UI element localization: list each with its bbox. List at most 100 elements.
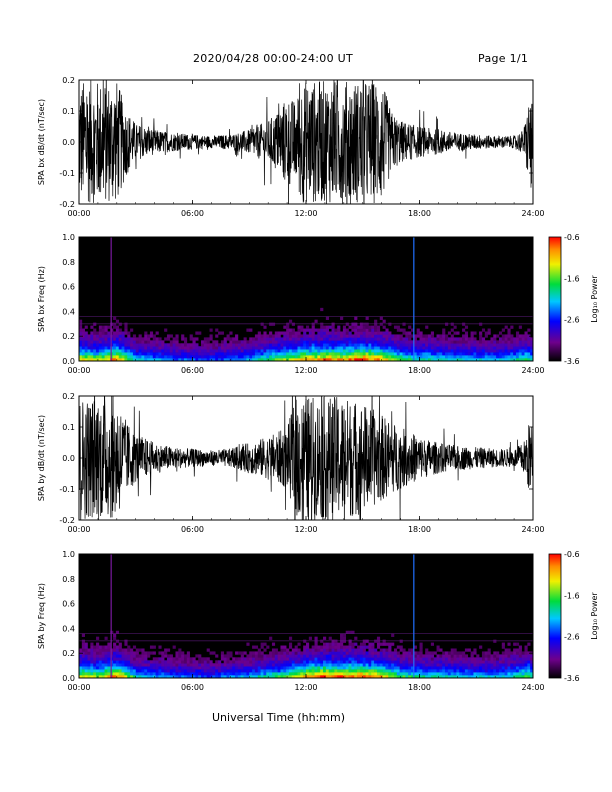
heatmap-cell: [277, 343, 281, 347]
heatmap-cell: [118, 340, 122, 344]
heatmap-cell: [175, 651, 179, 655]
heatmap-cell: [385, 675, 389, 679]
heatmap-cell: [101, 325, 105, 329]
heatmap-cell: [246, 328, 250, 332]
heatmap-cell: [249, 672, 253, 676]
heatmap-cell: [235, 675, 239, 679]
heatmap-cell: [144, 349, 148, 353]
heatmap-cell: [453, 337, 457, 341]
heatmap-cell: [410, 654, 415, 658]
heatmap-cell: [124, 654, 128, 658]
heatmap-cell: [453, 349, 457, 353]
heatmap-cell: [402, 346, 406, 350]
heatmap-cell: [396, 337, 400, 341]
heatmap-cell: [308, 349, 312, 353]
heatmap-cell: [127, 666, 131, 670]
heatmap-cell: [428, 672, 432, 676]
heatmap-cell: [348, 325, 352, 329]
heatmap-cell: [462, 355, 466, 359]
heatmap-cell: [510, 663, 514, 667]
heatmap-cell: [342, 666, 347, 670]
heatmap-cell: [101, 352, 105, 356]
heatmap-cell: [90, 349, 94, 353]
heatmap-cell: [388, 657, 392, 661]
heatmap-cell: [493, 340, 497, 344]
heatmap-cell: [419, 349, 423, 353]
heatmap-cell: [365, 654, 369, 658]
heatmap-cell: [518, 349, 522, 353]
heatmap-cell: [181, 352, 185, 356]
heatmap-cell: [240, 358, 244, 362]
heatmap-cell: [138, 669, 142, 673]
heatmap-cell: [487, 666, 491, 670]
heatmap-cell: [235, 672, 239, 676]
heatmap-cell: [493, 654, 497, 658]
heatmap-cell: [186, 660, 190, 664]
heatmap-cell: [274, 337, 278, 341]
heatmap-cell: [328, 325, 332, 329]
heatmap-cell: [393, 337, 398, 341]
heatmap-cell: [118, 322, 122, 326]
heatmap-cell: [368, 328, 372, 332]
heatmap-cell: [96, 663, 100, 667]
heatmap-cell: [515, 648, 520, 652]
heatmap-cell: [365, 358, 369, 362]
heatmap-cell: [209, 352, 213, 356]
heatmap-cell: [96, 337, 100, 341]
heatmap-cell: [388, 672, 392, 676]
heatmap-cell: [271, 346, 276, 350]
heatmap-cell: [209, 672, 213, 676]
heatmap-cell: [530, 666, 534, 670]
heatmap-cell: [385, 343, 389, 347]
heatmap-cell: [90, 355, 94, 359]
heatmap-cell: [436, 358, 440, 362]
heatmap-cell: [362, 334, 366, 338]
heatmap-cell: [450, 669, 454, 673]
heatmap-cell: [115, 349, 120, 353]
heatmap-cell: [388, 358, 392, 362]
heatmap-cell: [266, 346, 270, 350]
heatmap-cell: [376, 331, 381, 335]
heatmap-cell: [257, 358, 261, 362]
heatmap-cell: [359, 334, 364, 338]
heatmap-cell: [183, 343, 188, 347]
heatmap-cell: [405, 672, 409, 676]
heatmap-cell: [152, 358, 156, 362]
heatmap-cell: [220, 355, 225, 359]
heatmap-cell: [428, 337, 432, 341]
heatmap-cell: [498, 672, 503, 676]
heatmap-cell: [351, 672, 355, 676]
heatmap-cell: [147, 654, 151, 658]
heatmap-cell: [450, 340, 454, 344]
heatmap-cell: [141, 337, 145, 341]
heatmap-cell: [413, 657, 417, 661]
heatmap-cell: [442, 651, 446, 655]
heatmap-cell: [365, 346, 369, 350]
heatmap-cell: [323, 666, 327, 670]
heatmap-cell: [487, 654, 491, 658]
heatmap-cell: [501, 352, 505, 356]
heatmap-cell: [413, 672, 417, 676]
heatmap-cell: [269, 666, 273, 670]
heatmap-cell: [391, 340, 395, 344]
heatmap-cell: [450, 334, 454, 338]
heatmap-cell: [354, 316, 358, 320]
heatmap-cell: [280, 648, 284, 652]
heatmap-cell: [175, 669, 179, 673]
heatmap-cell: [425, 666, 429, 670]
heatmap-cell: [419, 358, 423, 362]
heatmap-cell: [252, 355, 256, 359]
heatmap-cell: [374, 358, 378, 362]
heatmap-cell: [110, 672, 114, 676]
heatmap-cell: [382, 642, 386, 646]
heatmap-cell: [172, 355, 176, 359]
heatmap-cell: [93, 663, 97, 667]
heatmap-cell: [413, 355, 417, 359]
heatmap-cell: [90, 346, 94, 350]
heatmap-cell: [254, 645, 259, 649]
heatmap-cell: [178, 669, 182, 673]
heatmap-cell: [260, 672, 264, 676]
heatmap-cell: [419, 337, 423, 341]
heatmap-cell: [484, 349, 488, 353]
heatmap-cell: [104, 331, 108, 335]
